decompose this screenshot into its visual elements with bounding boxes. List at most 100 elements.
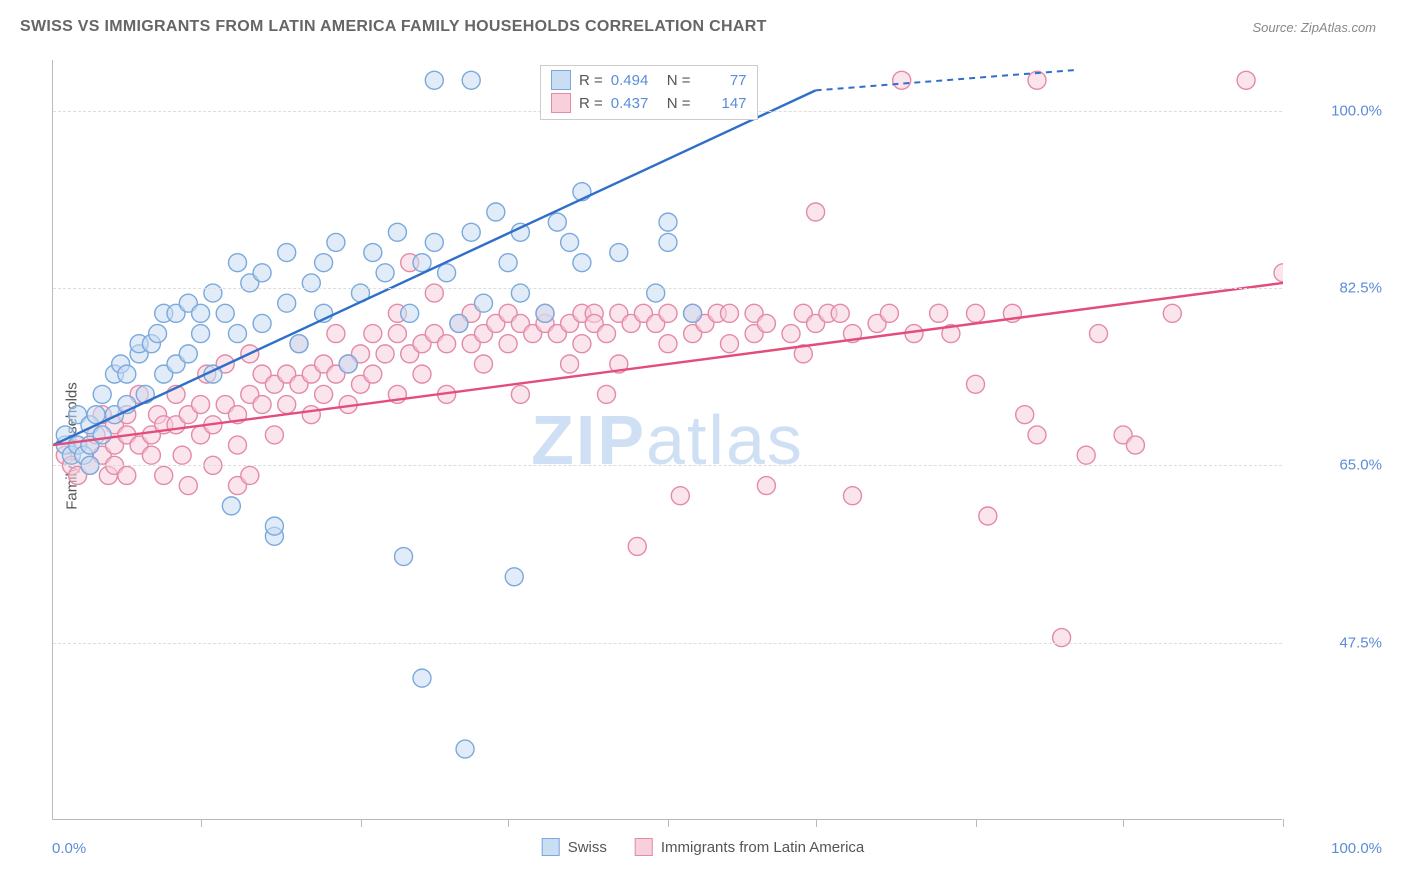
scatter-point — [413, 669, 431, 687]
scatter-point — [1126, 436, 1144, 454]
scatter-point — [671, 487, 689, 505]
scatter-point — [659, 213, 677, 231]
scatter-point — [302, 406, 320, 424]
n-value-swiss: 77 — [699, 72, 747, 89]
gridline — [53, 288, 1282, 289]
scatter-point — [1016, 406, 1034, 424]
gridline — [53, 643, 1282, 644]
scatter-point — [222, 497, 240, 515]
scatter-point — [659, 335, 677, 353]
scatter-point — [757, 477, 775, 495]
scatter-point — [438, 264, 456, 282]
scatter-point — [339, 355, 357, 373]
scatter-point — [401, 304, 419, 322]
scatter-point — [450, 314, 468, 332]
scatter-point — [149, 325, 167, 343]
scatter-point — [204, 284, 222, 302]
legend-swiss-label: Swiss — [568, 839, 607, 856]
scatter-point — [831, 304, 849, 322]
x-tick — [668, 819, 669, 827]
scatter-point — [173, 446, 191, 464]
scatter-point — [462, 223, 480, 241]
scatter-point — [241, 466, 259, 484]
r-label2: R = — [579, 95, 603, 112]
scatter-point — [573, 335, 591, 353]
scatter-point — [155, 466, 173, 484]
scatter-point — [253, 396, 271, 414]
scatter-point — [413, 365, 431, 383]
x-axis-min-label: 0.0% — [52, 840, 86, 857]
scatter-point — [511, 385, 529, 403]
plot-area: ZIPatlas 47.5%65.0%82.5%100.0% — [52, 60, 1282, 820]
scatter-point — [1077, 446, 1095, 464]
source-label: Source: ZipAtlas.com — [1252, 20, 1376, 35]
scatter-point — [721, 335, 739, 353]
scatter-point — [395, 548, 413, 566]
x-tick — [361, 819, 362, 827]
scatter-point — [505, 568, 523, 586]
scatter-point — [757, 314, 775, 332]
legend-latin-label: Immigrants from Latin America — [661, 839, 864, 856]
scatter-point — [192, 396, 210, 414]
r-value-swiss: 0.494 — [611, 72, 659, 89]
scatter-point — [229, 254, 247, 272]
scatter-point — [93, 426, 111, 444]
legend-swiss: Swiss — [542, 838, 607, 856]
legend-latin: Immigrants from Latin America — [635, 838, 864, 856]
scatter-point — [967, 375, 985, 393]
scatter-point — [684, 304, 702, 322]
scatter-point — [253, 264, 271, 282]
gridline — [53, 465, 1282, 466]
scatter-point — [265, 426, 283, 444]
scatter-point — [1163, 304, 1181, 322]
scatter-point — [659, 233, 677, 251]
scatter-point — [573, 254, 591, 272]
scatter-point — [1090, 325, 1108, 343]
scatter-point — [893, 71, 911, 89]
y-tick-label: 100.0% — [1292, 102, 1382, 119]
scatter-point — [364, 365, 382, 383]
stats-legend: R = 0.494 N = 77 R = 0.437 N = 147 — [540, 65, 758, 120]
r-label: R = — [579, 72, 603, 89]
scatter-point — [598, 325, 616, 343]
scatter-point — [290, 335, 308, 353]
x-tick — [201, 819, 202, 827]
scatter-point — [364, 325, 382, 343]
scatter-point — [413, 254, 431, 272]
scatter-point — [721, 304, 739, 322]
scatter-point — [499, 335, 517, 353]
scatter-point — [142, 446, 160, 464]
swatch-swiss-small — [551, 70, 571, 90]
scatter-point — [388, 223, 406, 241]
scatter-point — [376, 345, 394, 363]
scatter-point — [216, 304, 234, 322]
scatter-point — [548, 213, 566, 231]
x-tick — [1123, 819, 1124, 827]
scatter-point — [930, 304, 948, 322]
swatch-swiss — [542, 838, 560, 856]
scatter-point — [265, 517, 283, 535]
x-axis-max-label: 100.0% — [1331, 840, 1382, 857]
scatter-point — [979, 507, 997, 525]
x-tick — [508, 819, 509, 827]
scatter-svg — [53, 60, 1283, 820]
n-label2: N = — [667, 95, 691, 112]
y-tick-label: 82.5% — [1292, 280, 1382, 297]
scatter-point — [327, 233, 345, 251]
r-value-latin: 0.437 — [611, 95, 659, 112]
scatter-point — [118, 365, 136, 383]
scatter-point — [388, 325, 406, 343]
scatter-point — [315, 385, 333, 403]
scatter-point — [438, 335, 456, 353]
scatter-point — [659, 304, 677, 322]
scatter-point — [278, 294, 296, 312]
y-tick-label: 65.0% — [1292, 457, 1382, 474]
scatter-point — [327, 325, 345, 343]
scatter-point — [456, 740, 474, 758]
scatter-point — [844, 487, 862, 505]
scatter-point — [93, 385, 111, 403]
scatter-point — [425, 284, 443, 302]
scatter-point — [475, 294, 493, 312]
chart-title: SWISS VS IMMIGRANTS FROM LATIN AMERICA F… — [20, 18, 767, 36]
scatter-point — [487, 203, 505, 221]
